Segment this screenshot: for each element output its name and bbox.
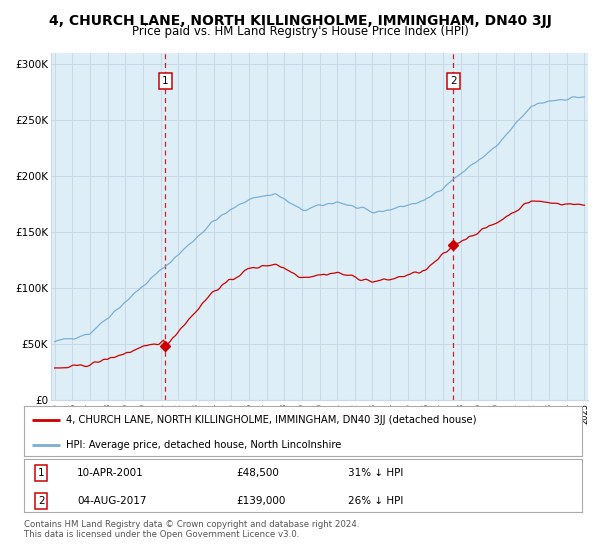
Text: £48,500: £48,500 bbox=[236, 468, 279, 478]
Text: 04-AUG-2017: 04-AUG-2017 bbox=[77, 496, 146, 506]
Text: 1: 1 bbox=[162, 76, 169, 86]
Text: 4, CHURCH LANE, NORTH KILLINGHOLME, IMMINGHAM, DN40 3JJ (detached house): 4, CHURCH LANE, NORTH KILLINGHOLME, IMMI… bbox=[66, 414, 476, 424]
Text: 1: 1 bbox=[38, 468, 44, 478]
Text: 2: 2 bbox=[38, 496, 44, 506]
Text: Contains HM Land Registry data © Crown copyright and database right 2024.
This d: Contains HM Land Registry data © Crown c… bbox=[24, 520, 359, 539]
Text: HPI: Average price, detached house, North Lincolnshire: HPI: Average price, detached house, Nort… bbox=[66, 440, 341, 450]
Text: 26% ↓ HPI: 26% ↓ HPI bbox=[347, 496, 403, 506]
Text: 31% ↓ HPI: 31% ↓ HPI bbox=[347, 468, 403, 478]
Text: Price paid vs. HM Land Registry's House Price Index (HPI): Price paid vs. HM Land Registry's House … bbox=[131, 25, 469, 38]
Text: 10-APR-2001: 10-APR-2001 bbox=[77, 468, 144, 478]
Text: £139,000: £139,000 bbox=[236, 496, 286, 506]
Text: 2: 2 bbox=[450, 76, 457, 86]
Text: 4, CHURCH LANE, NORTH KILLINGHOLME, IMMINGHAM, DN40 3JJ: 4, CHURCH LANE, NORTH KILLINGHOLME, IMMI… bbox=[49, 14, 551, 28]
